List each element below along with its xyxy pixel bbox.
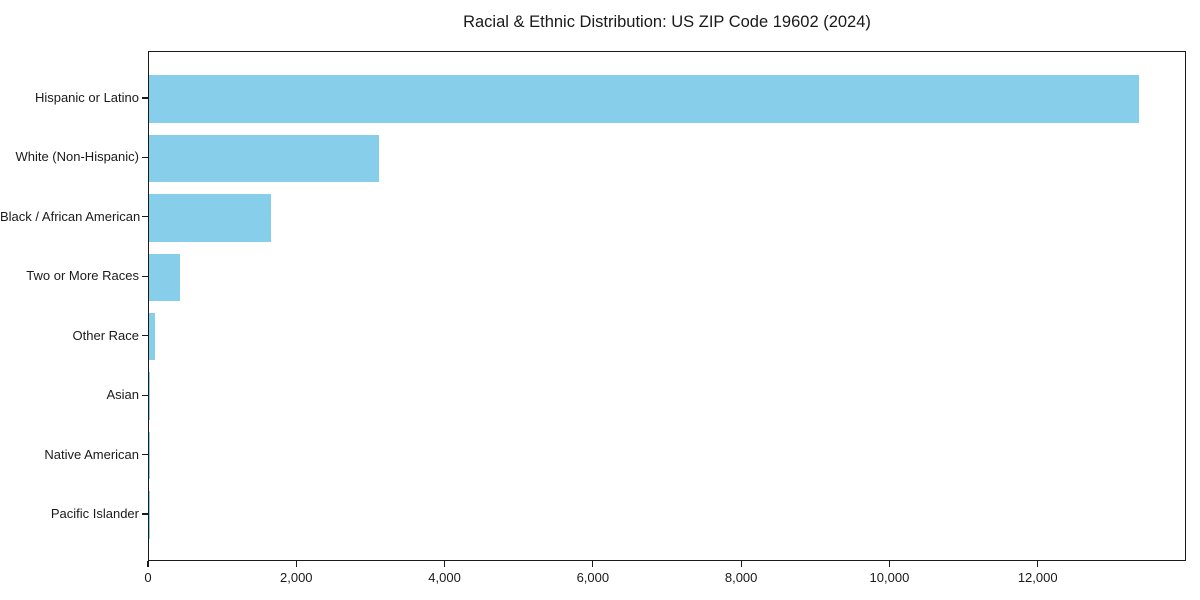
y-axis-tick	[141, 454, 148, 456]
bar-black-african-american	[149, 194, 272, 242]
y-tick-label-other-race: Other Race	[72, 327, 139, 343]
y-axis-tick	[141, 335, 148, 337]
bar-white-non-hispanic	[149, 134, 379, 183]
y-tick-label-native-american: Native American	[44, 446, 139, 462]
x-tick-label: 10,000	[869, 570, 910, 585]
x-axis-tick	[592, 561, 594, 567]
y-tick-label-black-african-american: Black / African American	[0, 208, 141, 224]
bar-hispanic-or-latino	[149, 75, 1139, 123]
x-axis-tick	[1037, 561, 1039, 567]
y-tick-label-pacific-islander: Pacific Islander	[50, 506, 139, 522]
y-axis-tick	[141, 513, 148, 515]
y-axis-tick	[141, 275, 148, 277]
x-axis-tick	[888, 561, 891, 567]
x-tick-label: 12,000	[1017, 570, 1058, 585]
y-axis-tick	[141, 97, 148, 99]
y-axis-tick	[141, 216, 148, 218]
plot-area	[148, 51, 1186, 561]
y-axis-tick	[141, 156, 148, 158]
x-axis-tick	[740, 561, 742, 567]
x-axis-tick	[295, 561, 297, 567]
y-tick-label-asian: Asian	[106, 387, 139, 403]
x-tick-label: 0	[144, 570, 152, 585]
y-axis-tick	[141, 394, 148, 396]
bar-two-or-more-races	[149, 253, 181, 302]
x-tick-label: 6,000	[576, 570, 610, 585]
y-tick-label-hispanic-or-latino: Hispanic or Latino	[34, 89, 139, 105]
bar-other-race	[149, 312, 155, 361]
chart-title: Racial & Ethnic Distribution: US ZIP Cod…	[463, 13, 871, 31]
x-tick-label: 2,000	[280, 570, 313, 585]
x-tick-label: 4,000	[428, 570, 461, 585]
bar-asian	[149, 372, 151, 420]
bar-native-american	[149, 431, 150, 480]
x-axis-tick	[443, 561, 446, 567]
x-tick-label: 8,000	[724, 570, 758, 585]
x-axis-tick	[147, 561, 149, 567]
y-tick-label-two-or-more-races: Two or More Races	[26, 268, 139, 284]
y-tick-label-white-non-hispanic: White (Non-Hispanic)	[15, 149, 139, 165]
